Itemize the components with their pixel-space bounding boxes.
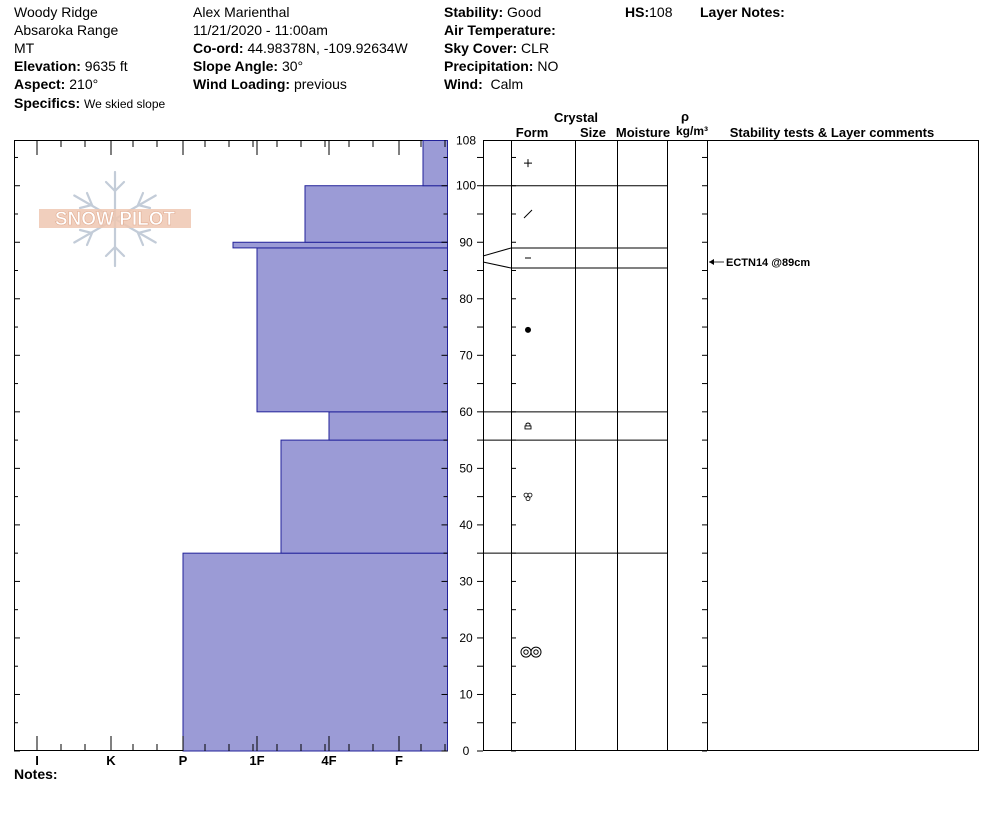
hardness-label-I: I bbox=[35, 753, 39, 768]
depth-label-30: 30 bbox=[459, 574, 473, 588]
notes-label: Notes: bbox=[14, 766, 58, 782]
header-crystal: Crystal bbox=[554, 110, 598, 125]
layer-notes: Layer Notes: bbox=[700, 4, 785, 20]
layer-table-frame bbox=[483, 140, 979, 751]
hardness-label-K: K bbox=[106, 753, 116, 768]
observation-header: Woody Ridge Absaroka Range MT Elevation:… bbox=[0, 0, 994, 112]
header-rho: ρ bbox=[681, 109, 689, 124]
chart-frames bbox=[14, 140, 979, 751]
grain-form-melt-freeze-icon bbox=[523, 492, 533, 502]
observer-name: Alex Marienthal bbox=[193, 4, 290, 20]
location-name: Woody Ridge bbox=[14, 4, 98, 20]
logo-band bbox=[39, 209, 191, 228]
wind: Wind: Calm bbox=[444, 76, 524, 92]
grain-form-melt-forms-icon bbox=[520, 646, 542, 658]
snow-height: HS:108 bbox=[625, 4, 673, 20]
header-form: Form bbox=[516, 125, 549, 140]
grain-form-decomposing-icon bbox=[523, 209, 533, 219]
layer-connector-89 bbox=[482, 261, 512, 269]
depth-label-50: 50 bbox=[459, 461, 473, 475]
date-time: 11/21/2020 - 11:00am bbox=[193, 22, 328, 38]
hardness-label-4F: 4F bbox=[321, 753, 336, 768]
column-headers: Crystal Form Size Moisture ρ kg/m³ Stabi… bbox=[516, 109, 934, 140]
ring-b-inner bbox=[533, 649, 539, 655]
wind-loading: Wind Loading: previous bbox=[193, 76, 347, 92]
depth-label-60: 60 bbox=[459, 405, 473, 419]
hardness-bar-5 bbox=[304, 185, 448, 243]
hardness-bar-0 bbox=[182, 552, 448, 752]
depth-label-20: 20 bbox=[459, 631, 473, 645]
header-size: Size bbox=[580, 125, 606, 140]
stability: Stability: Good bbox=[444, 4, 542, 20]
precipitation: Precipitation: NO bbox=[444, 58, 559, 74]
air-temperature: Air Temperature: bbox=[444, 22, 556, 38]
depth-label-100: 100 bbox=[456, 179, 476, 193]
hardness-bar-1 bbox=[280, 439, 448, 554]
depth-label-10: 10 bbox=[459, 687, 473, 701]
depth-axis: 0 10 20 30 40 50 60 70 80 90 100 108 bbox=[14, 134, 707, 758]
header-density-unit: kg/m³ bbox=[676, 124, 708, 138]
grain-form-depth-hoar-icon bbox=[524, 422, 532, 430]
header-stability-comments: Stability tests & Layer comments bbox=[730, 125, 934, 140]
header-moisture: Moisture bbox=[616, 125, 670, 140]
hardness-axis: I K P 1F 4F F bbox=[35, 140, 446, 768]
grain-form-rounds-icon bbox=[525, 326, 531, 333]
cluster-b bbox=[527, 492, 533, 498]
depth-label-70: 70 bbox=[459, 348, 473, 362]
stability-tests: ECTN14 @89cm bbox=[709, 257, 810, 269]
hardness-bar-4 bbox=[232, 241, 448, 249]
hardness-label-F: F bbox=[395, 753, 403, 768]
depth-label-80: 80 bbox=[459, 292, 473, 306]
depth-label-0: 0 bbox=[463, 744, 470, 758]
hardness-bar-2 bbox=[328, 411, 448, 441]
ring-a bbox=[520, 646, 532, 658]
depth-label-90: 90 bbox=[459, 235, 473, 249]
snowpilot-logo: SNOW PILOT bbox=[39, 170, 191, 268]
mountain-range: Absaroka Range bbox=[14, 22, 119, 38]
hardness-label-1F: 1F bbox=[249, 753, 264, 768]
layer-connector-90 bbox=[482, 247, 512, 257]
coordinates: Co-ord: 44.98378N, -109.92634W bbox=[193, 40, 408, 56]
sky-cover: Sky Cover: CLR bbox=[444, 40, 550, 56]
depth-label-40: 40 bbox=[459, 518, 473, 532]
specifics: Specifics: We skied slope bbox=[14, 95, 166, 111]
cluster-c bbox=[525, 496, 531, 502]
ring-b bbox=[530, 646, 542, 658]
arrow-left-icon bbox=[709, 259, 714, 265]
lock-shape bbox=[524, 422, 532, 430]
dot bbox=[525, 326, 531, 333]
hardness-bar-3 bbox=[256, 247, 448, 413]
grain-form-new-snow-icon bbox=[524, 159, 532, 168]
ring-a-inner bbox=[523, 649, 529, 655]
aspect: Aspect: 210° bbox=[14, 76, 99, 92]
slope-angle: Slope Angle: 30° bbox=[193, 58, 304, 74]
hardness-label-P: P bbox=[179, 753, 188, 768]
depth-label-108: 108 bbox=[456, 134, 476, 148]
layer-boundary-lines bbox=[482, 140, 667, 554]
state: MT bbox=[14, 40, 35, 56]
grain-form-symbols bbox=[520, 159, 542, 658]
slash bbox=[523, 209, 533, 219]
logo-text: SNOW PILOT bbox=[55, 209, 176, 230]
hardness-bar-6 bbox=[422, 140, 448, 187]
elevation: Elevation: 9635 ft bbox=[14, 58, 128, 74]
hardness-bars bbox=[182, 140, 448, 752]
test-label-0: ECTN14 @89cm bbox=[726, 257, 810, 269]
